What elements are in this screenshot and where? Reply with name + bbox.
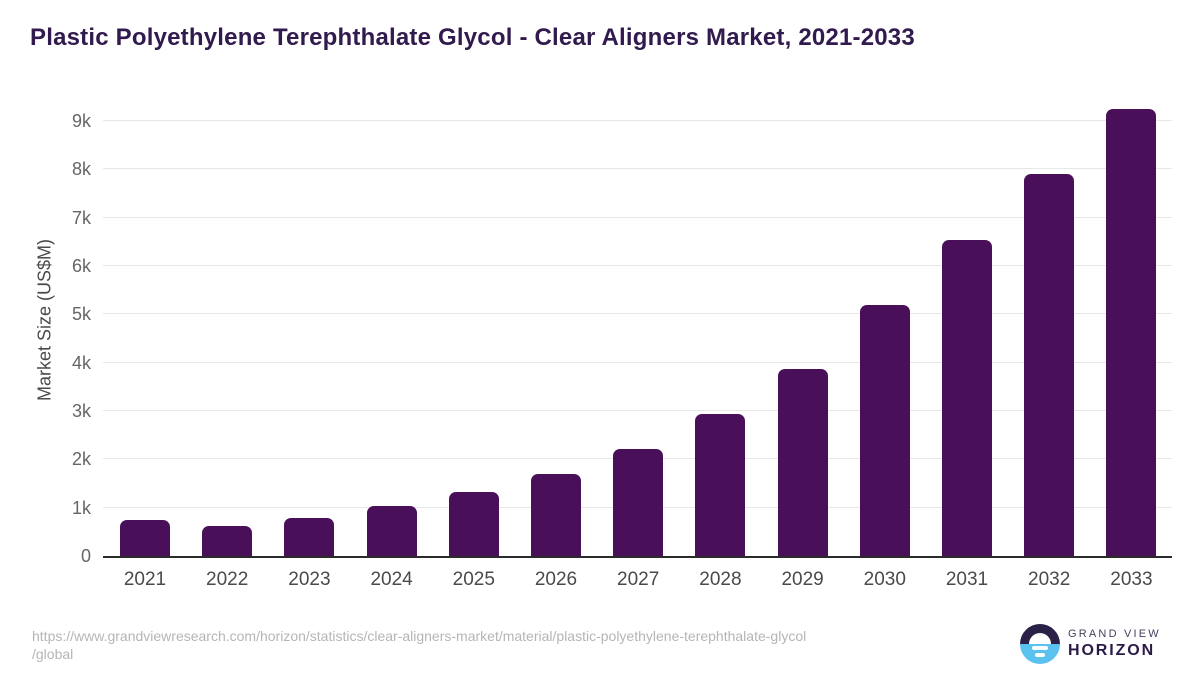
x-tick-label: 2028 xyxy=(699,569,742,590)
bar-2033[interactable] xyxy=(1106,109,1157,556)
y-tick-label: 1k xyxy=(71,497,91,518)
bar-2024[interactable] xyxy=(366,506,417,556)
y-tick-label: 5k xyxy=(71,304,91,325)
x-tick-label: 2025 xyxy=(452,569,495,590)
source-url-line2: /global xyxy=(32,646,74,662)
bar-2022[interactable] xyxy=(202,525,253,556)
gridline xyxy=(103,265,1172,267)
x-tick-label: 2031 xyxy=(945,569,989,590)
logo-text: GRAND VIEW HORIZON xyxy=(1068,628,1161,660)
chart-title: Plastic Polyethylene Terephthalate Glyco… xyxy=(30,24,915,51)
bar-2023[interactable] xyxy=(284,517,335,556)
x-tick-label: 2029 xyxy=(781,569,824,590)
bar-2027[interactable] xyxy=(613,449,664,556)
x-tick-label: 2026 xyxy=(534,569,578,590)
x-tick-label: 2021 xyxy=(123,569,167,590)
gridline xyxy=(103,313,1172,315)
bar-2025[interactable] xyxy=(448,492,499,556)
gridline xyxy=(103,120,1172,122)
x-tick-label: 2030 xyxy=(863,569,906,590)
bar-2030[interactable] xyxy=(859,304,910,556)
logo-horizon-label: HORIZON xyxy=(1068,642,1156,659)
grand-view-horizon-logo: GRAND VIEW HORIZON xyxy=(1020,624,1161,664)
x-tick-label: 2023 xyxy=(288,569,331,590)
bar-2032[interactable] xyxy=(1024,174,1075,556)
x-tick-label: 2022 xyxy=(206,569,249,590)
gridline xyxy=(103,361,1172,363)
horizon-sun-icon xyxy=(1020,624,1060,664)
y-tick-label: 9k xyxy=(71,111,91,132)
y-tick-label: 8k xyxy=(71,159,91,180)
bar-2031[interactable] xyxy=(942,239,992,556)
gridline xyxy=(103,410,1172,412)
y-tick-label: 3k xyxy=(71,401,91,422)
source-url-line1: https://www.grandviewresearch.com/horizo… xyxy=(32,628,807,644)
plot-area: 0 1k 2k 3k 4k 5k 6k 7k 8k 9k 2021 2022 2023 2024 2025 2… xyxy=(72,99,1172,590)
gridline xyxy=(103,168,1172,170)
gridline xyxy=(103,216,1172,218)
y-tick-label: 0 xyxy=(80,546,91,566)
x-tick-label: 2032 xyxy=(1028,569,1071,590)
bar-2021[interactable] xyxy=(120,520,170,556)
y-tick-label: 4k xyxy=(71,352,91,373)
bar-2026[interactable] xyxy=(531,474,581,556)
x-tick-label: 2033 xyxy=(1110,569,1153,590)
y-tick-label: 7k xyxy=(71,207,91,228)
logo-grand-view-label: GRAND VIEW xyxy=(1068,628,1161,640)
source-url: https://www.grandviewresearch.com/horizo… xyxy=(32,627,952,663)
y-tick-label: 6k xyxy=(71,256,91,277)
bar-2029[interactable] xyxy=(777,369,828,556)
x-tick-label: 2027 xyxy=(617,569,660,590)
x-tick-label: 2024 xyxy=(370,569,413,590)
bar-2028[interactable] xyxy=(695,414,746,556)
y-tick-label: 2k xyxy=(71,449,91,470)
